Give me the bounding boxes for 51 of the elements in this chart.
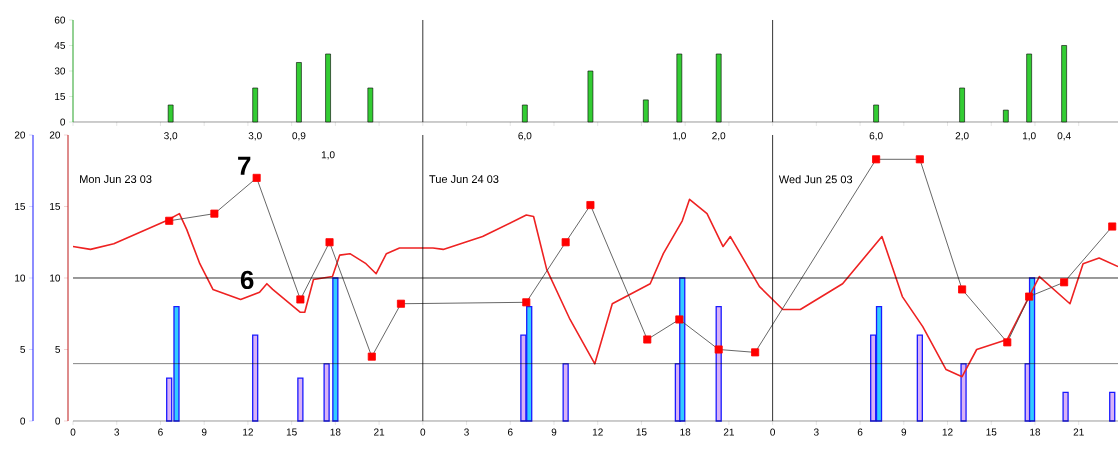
annotation: 0,4 (1057, 132, 1071, 141)
x-tick-label: 9 (551, 428, 557, 436)
x-tick-label: 0 (770, 428, 776, 436)
annotation: 2,0 (712, 132, 726, 141)
annotation: 6,0 (869, 132, 883, 141)
x-tick-label: 18 (330, 428, 341, 436)
annotation: 0,9 (292, 132, 306, 141)
annotation: 7 (238, 156, 251, 175)
annotation: 3,0 (164, 132, 178, 141)
annotation: 3,0 (248, 132, 262, 141)
annotation: 2,0 (955, 132, 969, 141)
annotation: Mon Jun 23 03 (80, 175, 152, 183)
y-tick-label: 15 (55, 93, 66, 100)
x-tick-label: 3 (464, 428, 469, 436)
x-tick-label: 18 (1030, 428, 1041, 436)
x-tick-label: 0 (420, 428, 426, 436)
x-tick-label: 6 (507, 428, 513, 436)
x-tick-label: 6 (158, 428, 163, 436)
x-tick-label: 9 (201, 428, 207, 436)
x-tick-label: 12 (592, 428, 603, 436)
x-tick-label: 21 (723, 428, 734, 436)
annotation: 6 (240, 270, 254, 290)
x-tick-label: 12 (243, 428, 253, 436)
x-tick-label: 6 (857, 428, 863, 436)
annotation: 1,0 (1022, 132, 1036, 141)
x-tick-label: 15 (986, 428, 997, 436)
annotation: 6,0 (518, 132, 532, 141)
x-tick-label: 0 (70, 428, 76, 436)
annotation: Tue Jun 24 03 (429, 175, 499, 183)
y-tick-label: 0 (20, 417, 26, 425)
annotation: 1,0 (673, 132, 686, 141)
y-tick-label: 60 (54, 16, 66, 24)
x-tick-label: 15 (286, 428, 297, 436)
annotation: Wed Jun 25 03 (778, 175, 853, 184)
x-tick-label: 9 (901, 428, 907, 436)
x-tick-label: 3 (114, 428, 120, 436)
y-tick-label: 15 (15, 203, 26, 210)
y-tick-label: 0 (60, 118, 66, 126)
x-tick-label: 18 (680, 428, 691, 436)
y2-tick-label: 20 (49, 131, 61, 139)
y-tick-label: 30 (54, 67, 66, 75)
x-tick-label: 15 (636, 428, 647, 436)
x-tick-label: 21 (1073, 428, 1084, 436)
y-tick-label: 5 (20, 346, 26, 353)
x-tick-label: 21 (374, 428, 385, 436)
x-tick-label: 12 (942, 428, 953, 436)
annotation: 1,0 (321, 151, 335, 160)
y-tick-label: 45 (54, 42, 66, 49)
y-tick-label: 10 (15, 274, 26, 282)
y-tick-label: 20 (14, 131, 26, 139)
x-tick-label: 3 (813, 428, 819, 436)
